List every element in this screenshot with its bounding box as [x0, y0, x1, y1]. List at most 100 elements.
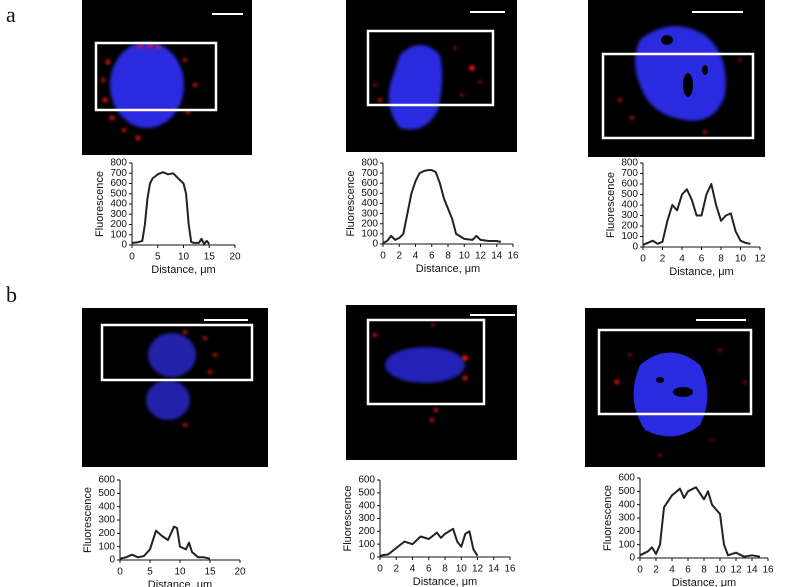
x-tick-label: 2: [396, 251, 402, 262]
x-tick-label: 0: [117, 567, 123, 578]
x-tick-label: 5: [147, 567, 153, 578]
x-tick-label: 8: [718, 254, 724, 265]
x-tick-label: 20: [229, 252, 241, 263]
x-tick-label: 0: [129, 252, 135, 263]
y-tick-label: 200: [358, 526, 375, 537]
data-line: [379, 527, 479, 557]
y-tick-label: 500: [358, 487, 375, 498]
y-tick-label: 600: [110, 178, 127, 189]
x-tick-label: 14: [746, 565, 758, 576]
y-axis-label: Fluorescence: [94, 171, 106, 237]
micrograph: [82, 0, 252, 155]
x-tick-label: 15: [204, 252, 216, 263]
x-tick-label: 8: [445, 251, 451, 262]
y-tick-label: 400: [98, 501, 115, 512]
y-tick-label: 0: [372, 239, 378, 250]
x-tick-label: 4: [669, 565, 675, 576]
y-tick-label: 600: [621, 179, 638, 190]
y-tick-label: 300: [618, 513, 635, 524]
y-tick-label: 200: [361, 218, 378, 229]
x-tick-label: 8: [442, 564, 448, 575]
x-tick-label: 12: [472, 564, 484, 575]
x-tick-label: 16: [504, 564, 516, 575]
y-tick-label: 500: [618, 486, 635, 497]
x-tick-label: 2: [660, 254, 666, 265]
y-tick-label: 300: [358, 513, 375, 524]
y-tick-label: 300: [98, 515, 115, 526]
y-tick-label: 400: [618, 499, 635, 510]
x-tick-label: 0: [377, 564, 383, 575]
y-axis-label: Fluorescence: [82, 487, 94, 553]
panel-label: a: [6, 2, 16, 27]
y-tick-label: 500: [621, 189, 638, 200]
x-axis-label: Distance, μm: [148, 579, 212, 587]
y-tick-label: 200: [621, 221, 638, 232]
x-tick-label: 2: [393, 564, 399, 575]
y-tick-label: 500: [361, 188, 378, 199]
x-tick-label: 12: [754, 254, 766, 265]
y-tick-label: 0: [121, 240, 127, 251]
x-tick-label: 4: [413, 251, 419, 262]
y-tick-label: 300: [110, 209, 127, 220]
x-axis-label: Distance, μm: [669, 266, 733, 278]
y-tick-label: 100: [618, 539, 635, 550]
micrograph: [346, 305, 517, 460]
y-tick-label: 0: [629, 553, 635, 564]
data-line: [131, 171, 211, 245]
x-tick-label: 16: [507, 251, 519, 262]
x-tick-label: 14: [488, 564, 500, 575]
y-tick-label: 400: [110, 199, 127, 210]
y-tick-label: 800: [621, 158, 638, 169]
x-tick-label: 10: [456, 564, 468, 575]
y-tick-label: 700: [621, 168, 638, 179]
panel-label: b: [6, 282, 17, 307]
data-line: [642, 183, 751, 246]
x-tick-label: 10: [714, 565, 726, 576]
x-tick-label: 0: [637, 565, 643, 576]
y-tick-label: 600: [618, 473, 635, 484]
x-tick-label: 15: [204, 567, 216, 578]
x-tick-label: 20: [234, 567, 246, 578]
y-tick-label: 100: [358, 539, 375, 550]
x-tick-label: 0: [640, 254, 646, 265]
data-line: [119, 525, 211, 560]
y-tick-label: 0: [369, 552, 375, 563]
y-tick-label: 400: [621, 200, 638, 211]
x-tick-label: 16: [762, 565, 774, 576]
x-tick-label: 10: [174, 567, 186, 578]
y-tick-label: 300: [621, 210, 638, 221]
y-tick-label: 700: [361, 168, 378, 179]
data-line: [639, 486, 761, 558]
x-axis-label: Distance, μm: [413, 576, 477, 587]
y-tick-label: 0: [109, 555, 115, 566]
y-tick-label: 100: [361, 229, 378, 240]
y-tick-label: 200: [98, 528, 115, 539]
y-tick-label: 0: [632, 242, 638, 253]
x-tick-label: 6: [426, 564, 432, 575]
x-tick-label: 8: [701, 565, 707, 576]
x-tick-label: 10: [178, 252, 190, 263]
x-axis-label: Distance, μm: [416, 263, 480, 275]
y-tick-label: 800: [110, 158, 127, 169]
y-tick-label: 100: [98, 541, 115, 552]
y-tick-label: 200: [618, 526, 635, 537]
x-tick-label: 0: [380, 251, 386, 262]
y-tick-label: 700: [110, 168, 127, 179]
micrograph: [588, 0, 765, 157]
x-tick-label: 2: [653, 565, 659, 576]
y-tick-label: 500: [98, 488, 115, 499]
data-line: [382, 169, 502, 244]
x-tick-label: 4: [679, 254, 685, 265]
y-tick-label: 200: [110, 219, 127, 230]
micrograph: [585, 308, 765, 467]
x-axis-label: Distance, μm: [151, 264, 215, 276]
y-tick-label: 100: [110, 229, 127, 240]
x-tick-label: 6: [685, 565, 691, 576]
x-tick-label: 12: [730, 565, 742, 576]
micrograph: [346, 0, 517, 152]
micrograph: [82, 308, 268, 467]
y-tick-label: 800: [361, 158, 378, 169]
y-tick-label: 100: [621, 231, 638, 242]
